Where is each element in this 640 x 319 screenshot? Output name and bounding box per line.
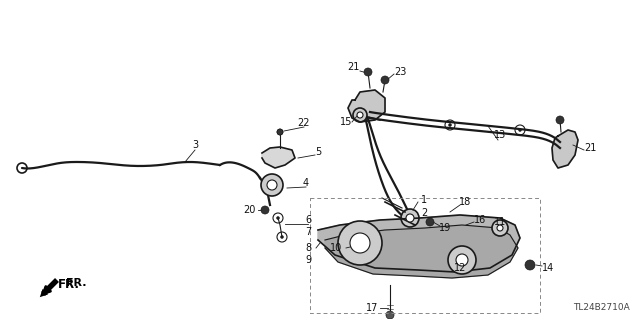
Circle shape — [556, 116, 564, 124]
Text: 10: 10 — [330, 243, 342, 253]
Text: 2: 2 — [421, 208, 427, 218]
Circle shape — [401, 209, 419, 227]
Circle shape — [406, 214, 414, 222]
Text: 21: 21 — [347, 62, 359, 72]
Circle shape — [261, 174, 283, 196]
Text: 13: 13 — [494, 130, 506, 140]
Text: 3: 3 — [192, 140, 198, 150]
Circle shape — [364, 68, 372, 76]
Text: 16: 16 — [474, 215, 486, 225]
Circle shape — [381, 76, 389, 84]
Text: 20: 20 — [243, 205, 255, 215]
Circle shape — [456, 254, 468, 266]
Circle shape — [280, 235, 284, 239]
Circle shape — [386, 311, 394, 319]
Text: 23: 23 — [394, 67, 406, 77]
Text: FR.: FR. — [58, 278, 80, 292]
Text: TL24B2710A: TL24B2710A — [573, 303, 630, 312]
Polygon shape — [552, 130, 578, 168]
Circle shape — [525, 260, 535, 270]
Circle shape — [449, 123, 451, 127]
Circle shape — [277, 129, 283, 135]
Circle shape — [276, 217, 280, 219]
Text: 14: 14 — [542, 263, 554, 273]
Text: 18: 18 — [459, 197, 471, 207]
Text: FR.: FR. — [66, 278, 86, 288]
Text: 17: 17 — [366, 303, 378, 313]
Circle shape — [518, 129, 522, 131]
Text: 15: 15 — [340, 117, 352, 127]
Circle shape — [426, 218, 434, 226]
Bar — [310, 198, 540, 313]
Polygon shape — [325, 225, 518, 278]
Circle shape — [277, 129, 283, 135]
Circle shape — [261, 206, 269, 214]
Text: 19: 19 — [439, 223, 451, 233]
Text: 8: 8 — [305, 243, 311, 253]
Text: 4: 4 — [303, 178, 309, 188]
Circle shape — [353, 108, 367, 122]
Circle shape — [350, 233, 370, 253]
Circle shape — [357, 112, 363, 118]
Text: 9: 9 — [305, 255, 311, 265]
Text: 22: 22 — [298, 118, 310, 128]
Circle shape — [267, 180, 277, 190]
Text: 12: 12 — [454, 263, 466, 273]
Text: 7: 7 — [305, 227, 311, 237]
Polygon shape — [318, 215, 520, 272]
Text: 11: 11 — [494, 217, 506, 227]
Polygon shape — [262, 147, 295, 168]
Text: 6: 6 — [305, 215, 311, 225]
Circle shape — [497, 225, 503, 231]
Polygon shape — [348, 90, 385, 122]
Text: 1: 1 — [421, 195, 427, 205]
Circle shape — [492, 220, 508, 236]
Text: 5: 5 — [315, 147, 321, 157]
Circle shape — [448, 246, 476, 274]
Text: 21: 21 — [584, 143, 596, 153]
Circle shape — [338, 221, 382, 265]
